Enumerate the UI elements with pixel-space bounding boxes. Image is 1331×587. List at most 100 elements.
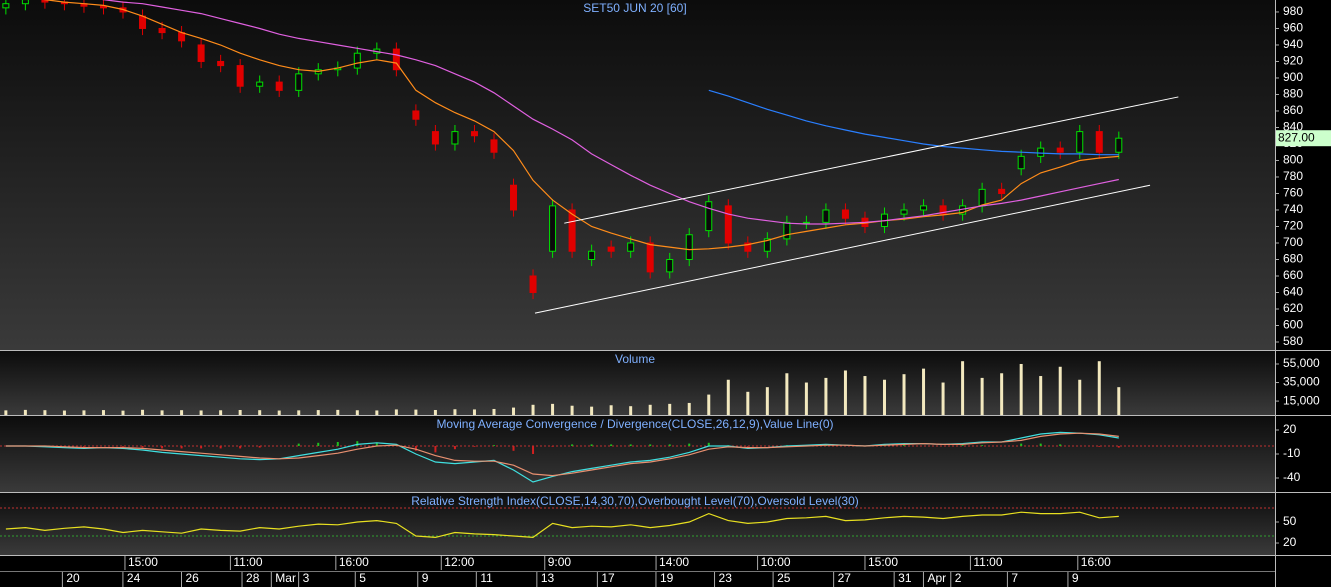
y-tick-label: 720 xyxy=(1283,219,1303,233)
y-tick-label: 20 xyxy=(1283,535,1297,549)
candle-body xyxy=(1037,147,1045,157)
histogram-bar xyxy=(512,446,515,451)
volume-bar xyxy=(316,410,320,415)
histogram-bar xyxy=(414,446,417,451)
axis-background xyxy=(1275,493,1331,555)
axis-background xyxy=(1275,416,1331,492)
histogram-bar xyxy=(532,446,535,454)
histogram-bar xyxy=(219,446,222,449)
volume-bar xyxy=(82,410,86,415)
volume-bar xyxy=(492,408,496,415)
y-tick-label: 600 xyxy=(1283,318,1303,332)
candle-body xyxy=(783,221,791,240)
panel xyxy=(0,431,1275,483)
x-tick-label: 9:00 xyxy=(548,555,572,569)
macd-line xyxy=(5,432,1119,477)
date-tick-label: Apr xyxy=(927,571,946,585)
volume-bar xyxy=(804,382,808,415)
candle-body xyxy=(431,131,439,145)
histogram-bar xyxy=(571,444,574,446)
y-tick-label: 640 xyxy=(1283,285,1303,299)
candle-body xyxy=(1095,131,1103,153)
candle-body xyxy=(41,0,49,3)
histogram-bar xyxy=(161,446,164,449)
histogram-bar xyxy=(961,445,964,446)
x-tick-label: 15:00 xyxy=(868,555,898,569)
y-tick-label: -40 xyxy=(1283,470,1301,484)
volume-bar xyxy=(297,410,301,415)
y-tick-label: 940 xyxy=(1283,37,1303,51)
panel-title: Moving Average Convergence / Divergence(… xyxy=(436,417,833,431)
volume-bar xyxy=(707,394,711,415)
volume-bar xyxy=(551,403,555,415)
volume-bar xyxy=(1117,387,1121,415)
volume-bar xyxy=(785,373,789,415)
candle-body xyxy=(1115,137,1123,153)
volume-bar xyxy=(23,409,27,415)
date-tick-label: 26 xyxy=(185,571,199,585)
volume-bar xyxy=(922,368,926,415)
candle-body xyxy=(978,188,986,207)
y-tick-label: 580 xyxy=(1283,334,1303,348)
last-price-box xyxy=(1275,130,1331,147)
volume-bar xyxy=(980,377,984,415)
y-tick-label: 55,000 xyxy=(1283,356,1320,370)
candle-body xyxy=(724,205,732,244)
candle-body xyxy=(236,65,244,87)
panel xyxy=(4,361,1121,415)
histogram-bar xyxy=(1039,443,1042,446)
y-tick-label: 50 xyxy=(1283,514,1297,528)
candle-body xyxy=(295,73,303,91)
volume-bar xyxy=(453,409,457,415)
date-tick-label: 31 xyxy=(898,571,912,585)
histogram-bar xyxy=(122,446,125,447)
candle-body xyxy=(802,221,810,224)
date-tick-label: 7 xyxy=(1011,571,1018,585)
volume-bar xyxy=(1000,373,1004,415)
x-tick-label: 11:00 xyxy=(233,555,262,569)
y-tick-label: 840 xyxy=(1283,120,1303,134)
histogram-bar xyxy=(141,446,144,448)
candle-body xyxy=(744,242,752,252)
histogram-bar xyxy=(1117,446,1120,448)
y-tick-label: 35,000 xyxy=(1283,375,1320,389)
candle-body xyxy=(705,201,713,232)
histogram-bar xyxy=(82,446,85,447)
date-tick-label: 23 xyxy=(719,571,733,585)
volume-bar xyxy=(512,407,516,415)
candle-body xyxy=(139,15,147,29)
volume-bar xyxy=(141,409,145,415)
axis-background xyxy=(1275,0,1331,350)
volume-bar xyxy=(199,410,203,415)
volume-bar xyxy=(414,409,418,415)
y-tick-label: 760 xyxy=(1283,186,1303,200)
volume-bar xyxy=(1039,376,1043,415)
date-tick-label: 24 xyxy=(127,571,141,585)
histogram-bar xyxy=(668,444,671,446)
candle-body xyxy=(275,81,283,91)
panel xyxy=(0,507,1275,539)
histogram-bar xyxy=(610,444,613,446)
volume-bar xyxy=(531,404,535,415)
volume-bar xyxy=(765,387,769,415)
histogram-bar xyxy=(1059,444,1062,446)
rsi-line xyxy=(5,511,1119,539)
histogram-bar xyxy=(688,443,691,446)
date-tick-label: 19 xyxy=(660,571,674,585)
last-price-label: 827.00 xyxy=(1278,130,1315,144)
date-tick-label: 17 xyxy=(601,571,615,585)
candle-body xyxy=(646,242,654,273)
histogram-bar xyxy=(1020,443,1023,446)
y-tick-label: 620 xyxy=(1283,301,1303,315)
axis-background xyxy=(1275,351,1331,415)
candle-body xyxy=(21,0,29,5)
candle-body xyxy=(607,246,615,252)
y-tick-label: 880 xyxy=(1283,87,1303,101)
volume-bar xyxy=(726,379,730,415)
candle-body xyxy=(841,209,849,219)
date-tick-label: 13 xyxy=(541,571,555,585)
candle-body xyxy=(998,188,1006,194)
volume-bar xyxy=(843,370,847,415)
